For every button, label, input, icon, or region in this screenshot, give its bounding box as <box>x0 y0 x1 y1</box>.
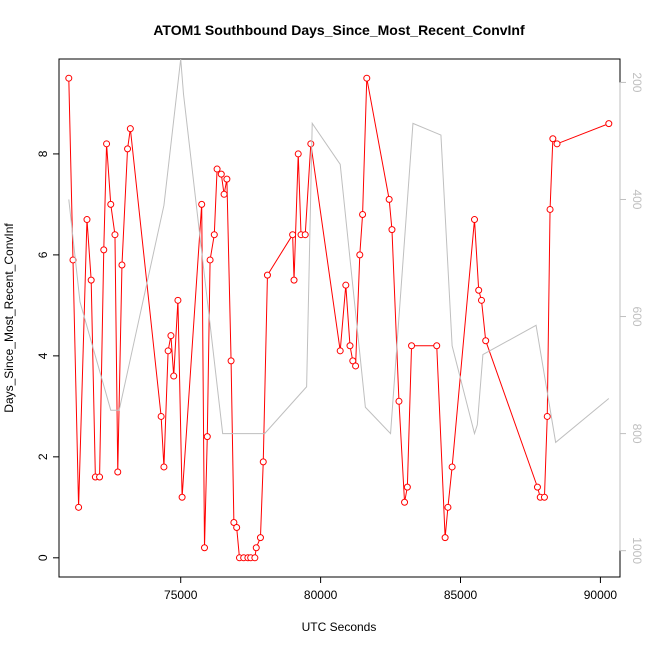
series-1-point-62 <box>403 483 411 491</box>
series-1-point-27 <box>210 231 218 239</box>
series-1-point-44 <box>289 231 297 239</box>
y-right-tick-label: 400 <box>630 189 644 209</box>
series-1-point-59 <box>388 226 396 234</box>
series-1-point-61 <box>401 498 409 506</box>
series-1-point-18 <box>164 347 172 355</box>
series-1-point-29 <box>217 170 225 178</box>
series-1-point-15 <box>126 125 134 133</box>
y-tick-label: 4 <box>36 352 50 359</box>
y-axis-right: 200 400 600 800 1000 <box>619 72 644 564</box>
x-tick-label: 90000 <box>584 588 618 602</box>
series-2-line <box>68 59 610 444</box>
y-axis: 0 2 4 6 8 <box>36 150 60 561</box>
series-1-point-13 <box>118 261 126 269</box>
x-tick-label: 80000 <box>304 588 338 602</box>
y-right-tick-label: 800 <box>630 424 644 444</box>
y-tick-label: 6 <box>36 251 50 258</box>
series-1-point-30 <box>220 190 228 198</box>
series-1-point-41 <box>256 534 264 542</box>
series-1-line <box>68 78 609 559</box>
series-1-point-51 <box>342 281 350 289</box>
series-1-point-31 <box>223 175 231 183</box>
series-1-point-77 <box>549 135 557 143</box>
series-1-point-49 <box>307 140 315 148</box>
series-1-point-60 <box>395 397 403 405</box>
plot-area-frame <box>58 58 621 578</box>
series-1-point-25 <box>203 433 211 441</box>
series-1-point-64 <box>433 342 441 350</box>
series-1-point-4 <box>83 216 91 224</box>
series-1-point-26 <box>206 256 214 264</box>
x-axis-label: UTC Seconds <box>302 620 377 634</box>
series-1-point-22 <box>178 493 186 501</box>
series-1-point-34 <box>233 524 241 532</box>
series-1-point-24 <box>201 544 208 552</box>
series-1-point-69 <box>475 286 483 294</box>
series-1-point-12 <box>114 468 122 476</box>
y-tick-label: 8 <box>36 150 50 157</box>
series-1-point-5 <box>87 276 95 284</box>
series-1-point-67 <box>448 463 456 471</box>
x-tick-label: 75000 <box>164 588 198 602</box>
series-1-point-71 <box>482 337 490 345</box>
series-1-point-21 <box>174 296 182 304</box>
chart-title: ATOM1 Southbound Days_Since_Most_Recent_… <box>153 22 525 38</box>
series-1-point-52 <box>346 342 354 350</box>
series-1-point-7 <box>96 473 104 481</box>
series-1-point-43 <box>263 271 271 279</box>
series-1-point-11 <box>111 231 119 239</box>
series-1-point-63 <box>408 342 416 350</box>
series-1-point-78 <box>553 140 561 148</box>
x-axis: 75000 80000 85000 90000 <box>164 576 618 602</box>
series-1-point-54 <box>352 362 360 370</box>
series-1-point-48 <box>301 231 309 239</box>
series-1-point-56 <box>359 211 367 218</box>
series-1-point-46 <box>294 150 302 158</box>
series-1-point-45 <box>290 276 298 284</box>
series-1-point-17 <box>160 463 168 471</box>
series-1-point-10 <box>107 200 115 208</box>
series-1-point-40 <box>252 544 260 552</box>
series-1-point-58 <box>385 195 393 203</box>
series-1-point-39 <box>251 554 259 562</box>
y-tick-label: 2 <box>36 453 50 460</box>
series-1-point-1 <box>65 74 73 82</box>
y-right-tick-label: 1000 <box>630 537 644 564</box>
y-axis-label: Days_Since_Most_Recent_ConvInf <box>2 223 16 413</box>
series-1-point-65 <box>441 534 449 542</box>
series-1-point-16 <box>157 412 165 420</box>
series-1-point-8 <box>100 246 108 254</box>
series-1-point-9 <box>103 140 111 148</box>
series-1-point-23 <box>198 200 206 208</box>
series-1-point-55 <box>356 251 364 259</box>
series-1-point-42 <box>259 458 267 466</box>
series-1-point-50 <box>336 347 344 355</box>
y-right-tick-label: 600 <box>630 307 644 327</box>
y-right-tick-label: 200 <box>630 72 644 92</box>
series-1-point-74 <box>540 493 548 501</box>
y-tick-label: 0 <box>36 554 50 561</box>
series-1-point-70 <box>478 296 485 304</box>
series-1-point-76 <box>546 205 554 213</box>
series-1-point-79 <box>605 120 613 128</box>
series-1-point-14 <box>124 145 132 153</box>
series-1-point-72 <box>533 483 541 491</box>
series-1-point-57 <box>363 74 371 82</box>
series-1-point-75 <box>543 412 551 420</box>
series-1-point-66 <box>444 503 452 511</box>
plot-layer <box>65 59 613 562</box>
series-1-point-19 <box>167 332 175 340</box>
series-1-point-32 <box>227 357 235 365</box>
series-1-point-2 <box>69 256 77 264</box>
series-1-point-28 <box>213 165 221 173</box>
series-1-point-68 <box>471 216 478 224</box>
series-1-point-3 <box>75 503 83 511</box>
series-1-point-20 <box>170 372 178 380</box>
x-tick-label: 85000 <box>444 588 478 602</box>
